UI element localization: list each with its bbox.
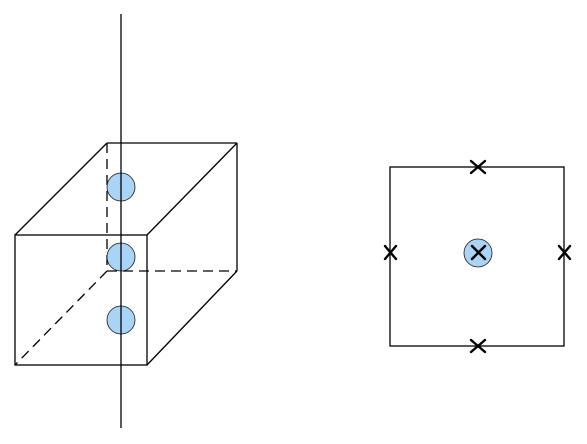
cross-mark-bottom xyxy=(469,338,487,354)
cube-group xyxy=(14,14,238,428)
cube-bottom-right-edge xyxy=(146,270,238,366)
cross-mark-top xyxy=(469,159,487,175)
cube-top-right-edge xyxy=(146,142,238,236)
cross-mark-right xyxy=(557,244,572,261)
cube-front-face xyxy=(14,234,148,366)
projection-group xyxy=(383,159,572,354)
cross-mark-center xyxy=(470,244,487,261)
cube-top-left-edge xyxy=(14,142,108,236)
cross-mark-left xyxy=(383,244,398,261)
cube-hidden-edge-diagonal xyxy=(14,270,108,366)
